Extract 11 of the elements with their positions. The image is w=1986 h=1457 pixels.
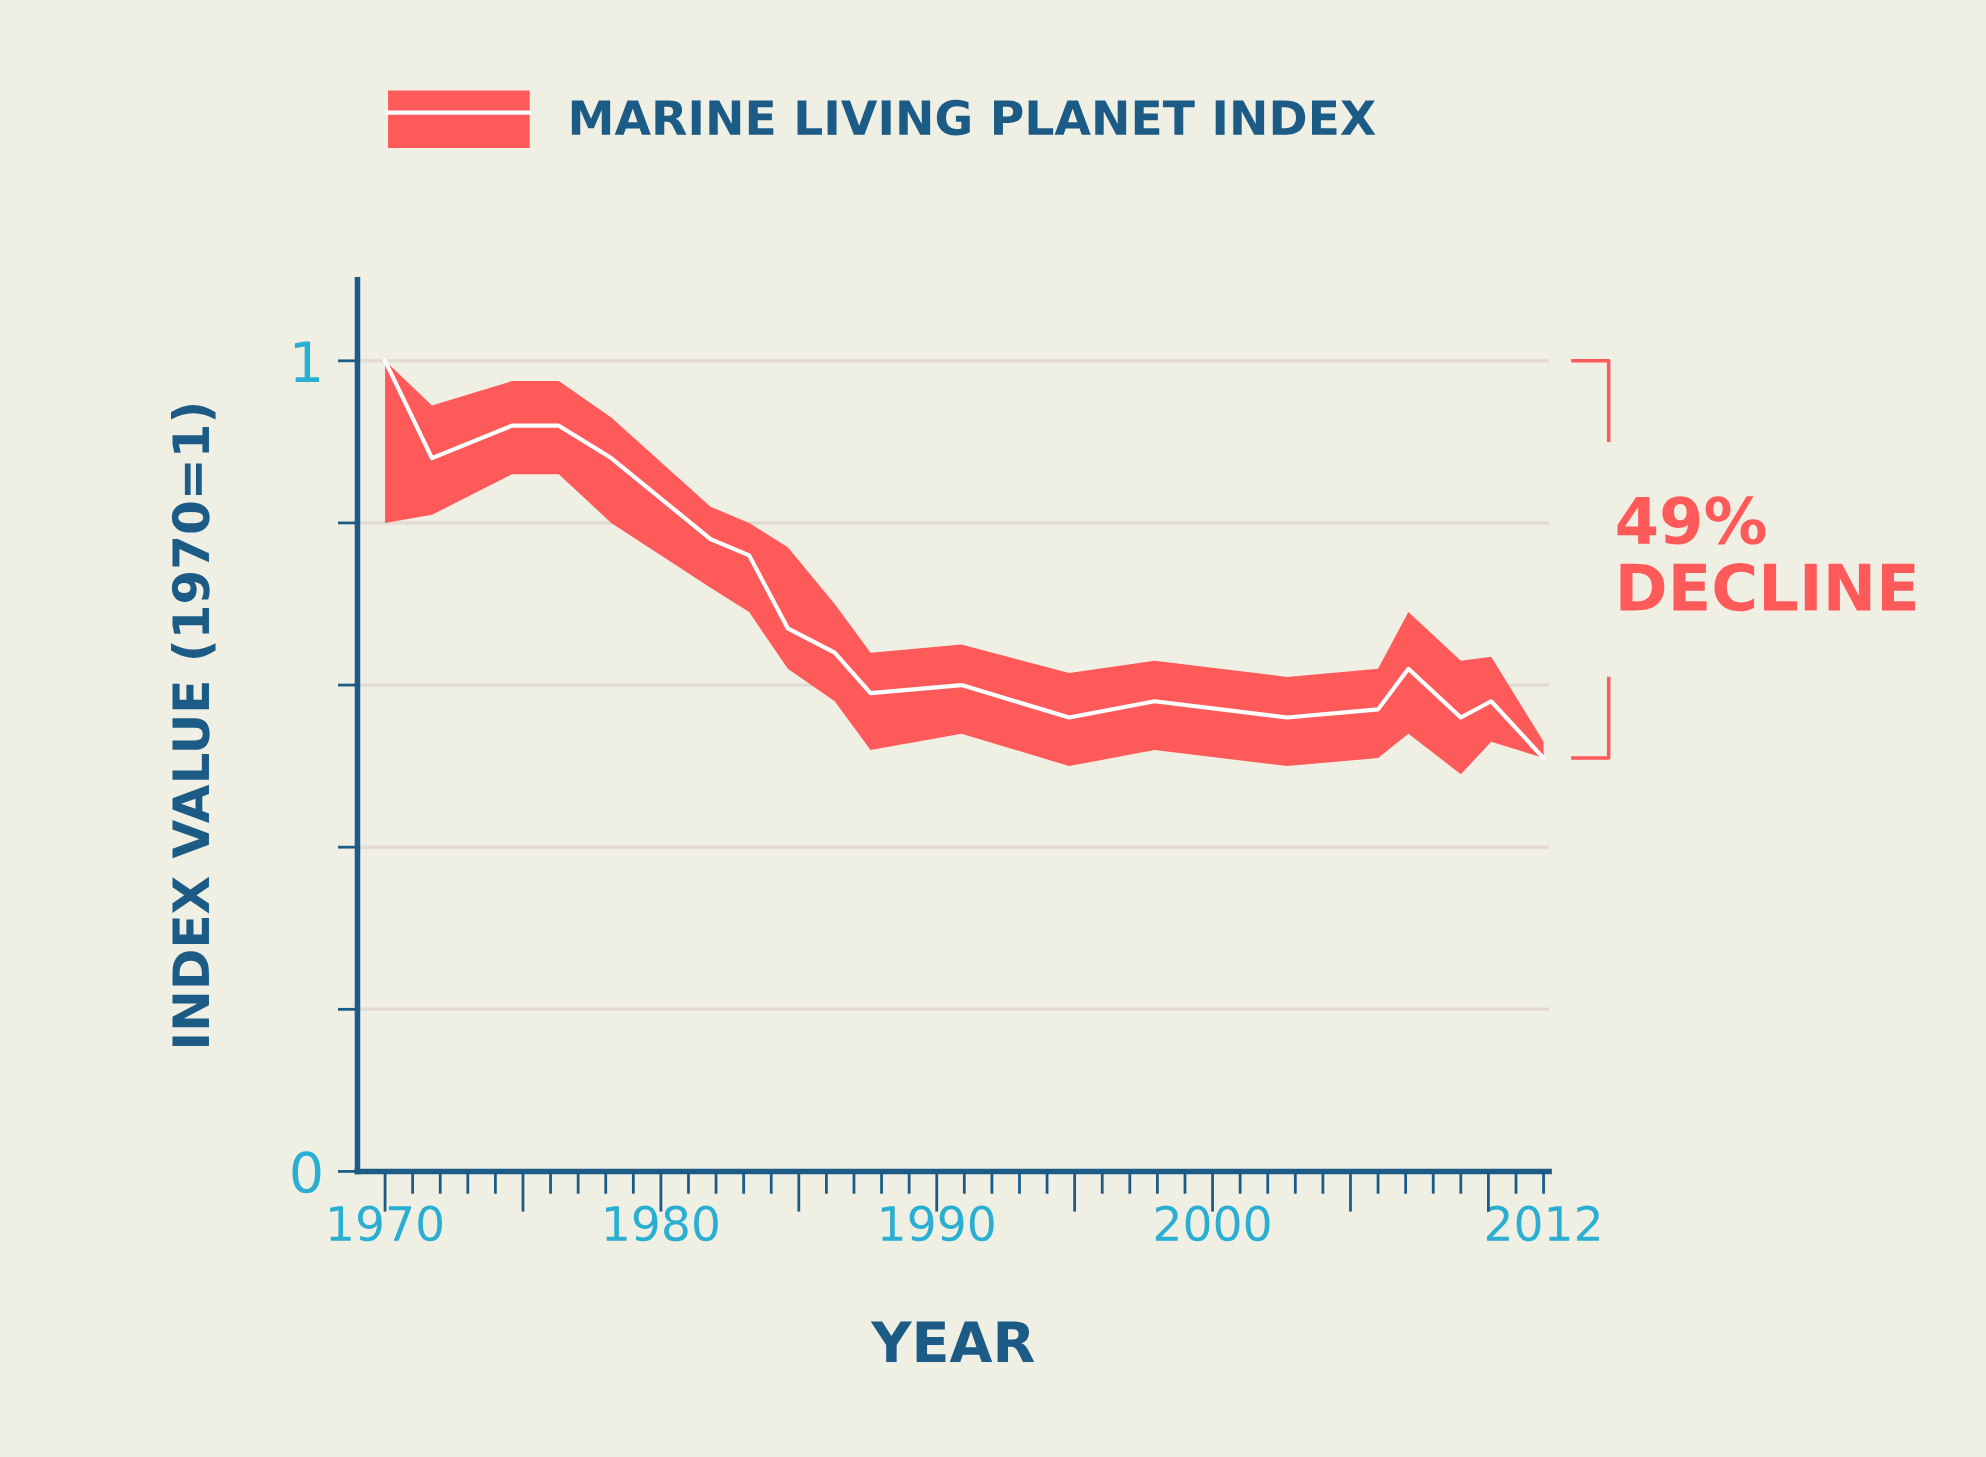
x-tick-label: 2012 [1486,1205,1599,1242]
y-tick-label: 1 [294,341,320,382]
x-tick-label: 2000 [1155,1205,1270,1242]
x-tick-label: 1980 [605,1205,718,1242]
y-axis-title: INDEX VALUE (1970=1) [171,404,216,1046]
text: 49% DECLINE [1617,496,1916,612]
legend-label: MARINE LIVING PLANET INDEX [571,99,1376,136]
x-tick-label: 1970 [330,1205,443,1242]
y-tick-label: 0 [292,1151,321,1194]
x-tick-label: 1990 [881,1205,994,1242]
x-axis-title: YEAR [870,1321,1035,1363]
